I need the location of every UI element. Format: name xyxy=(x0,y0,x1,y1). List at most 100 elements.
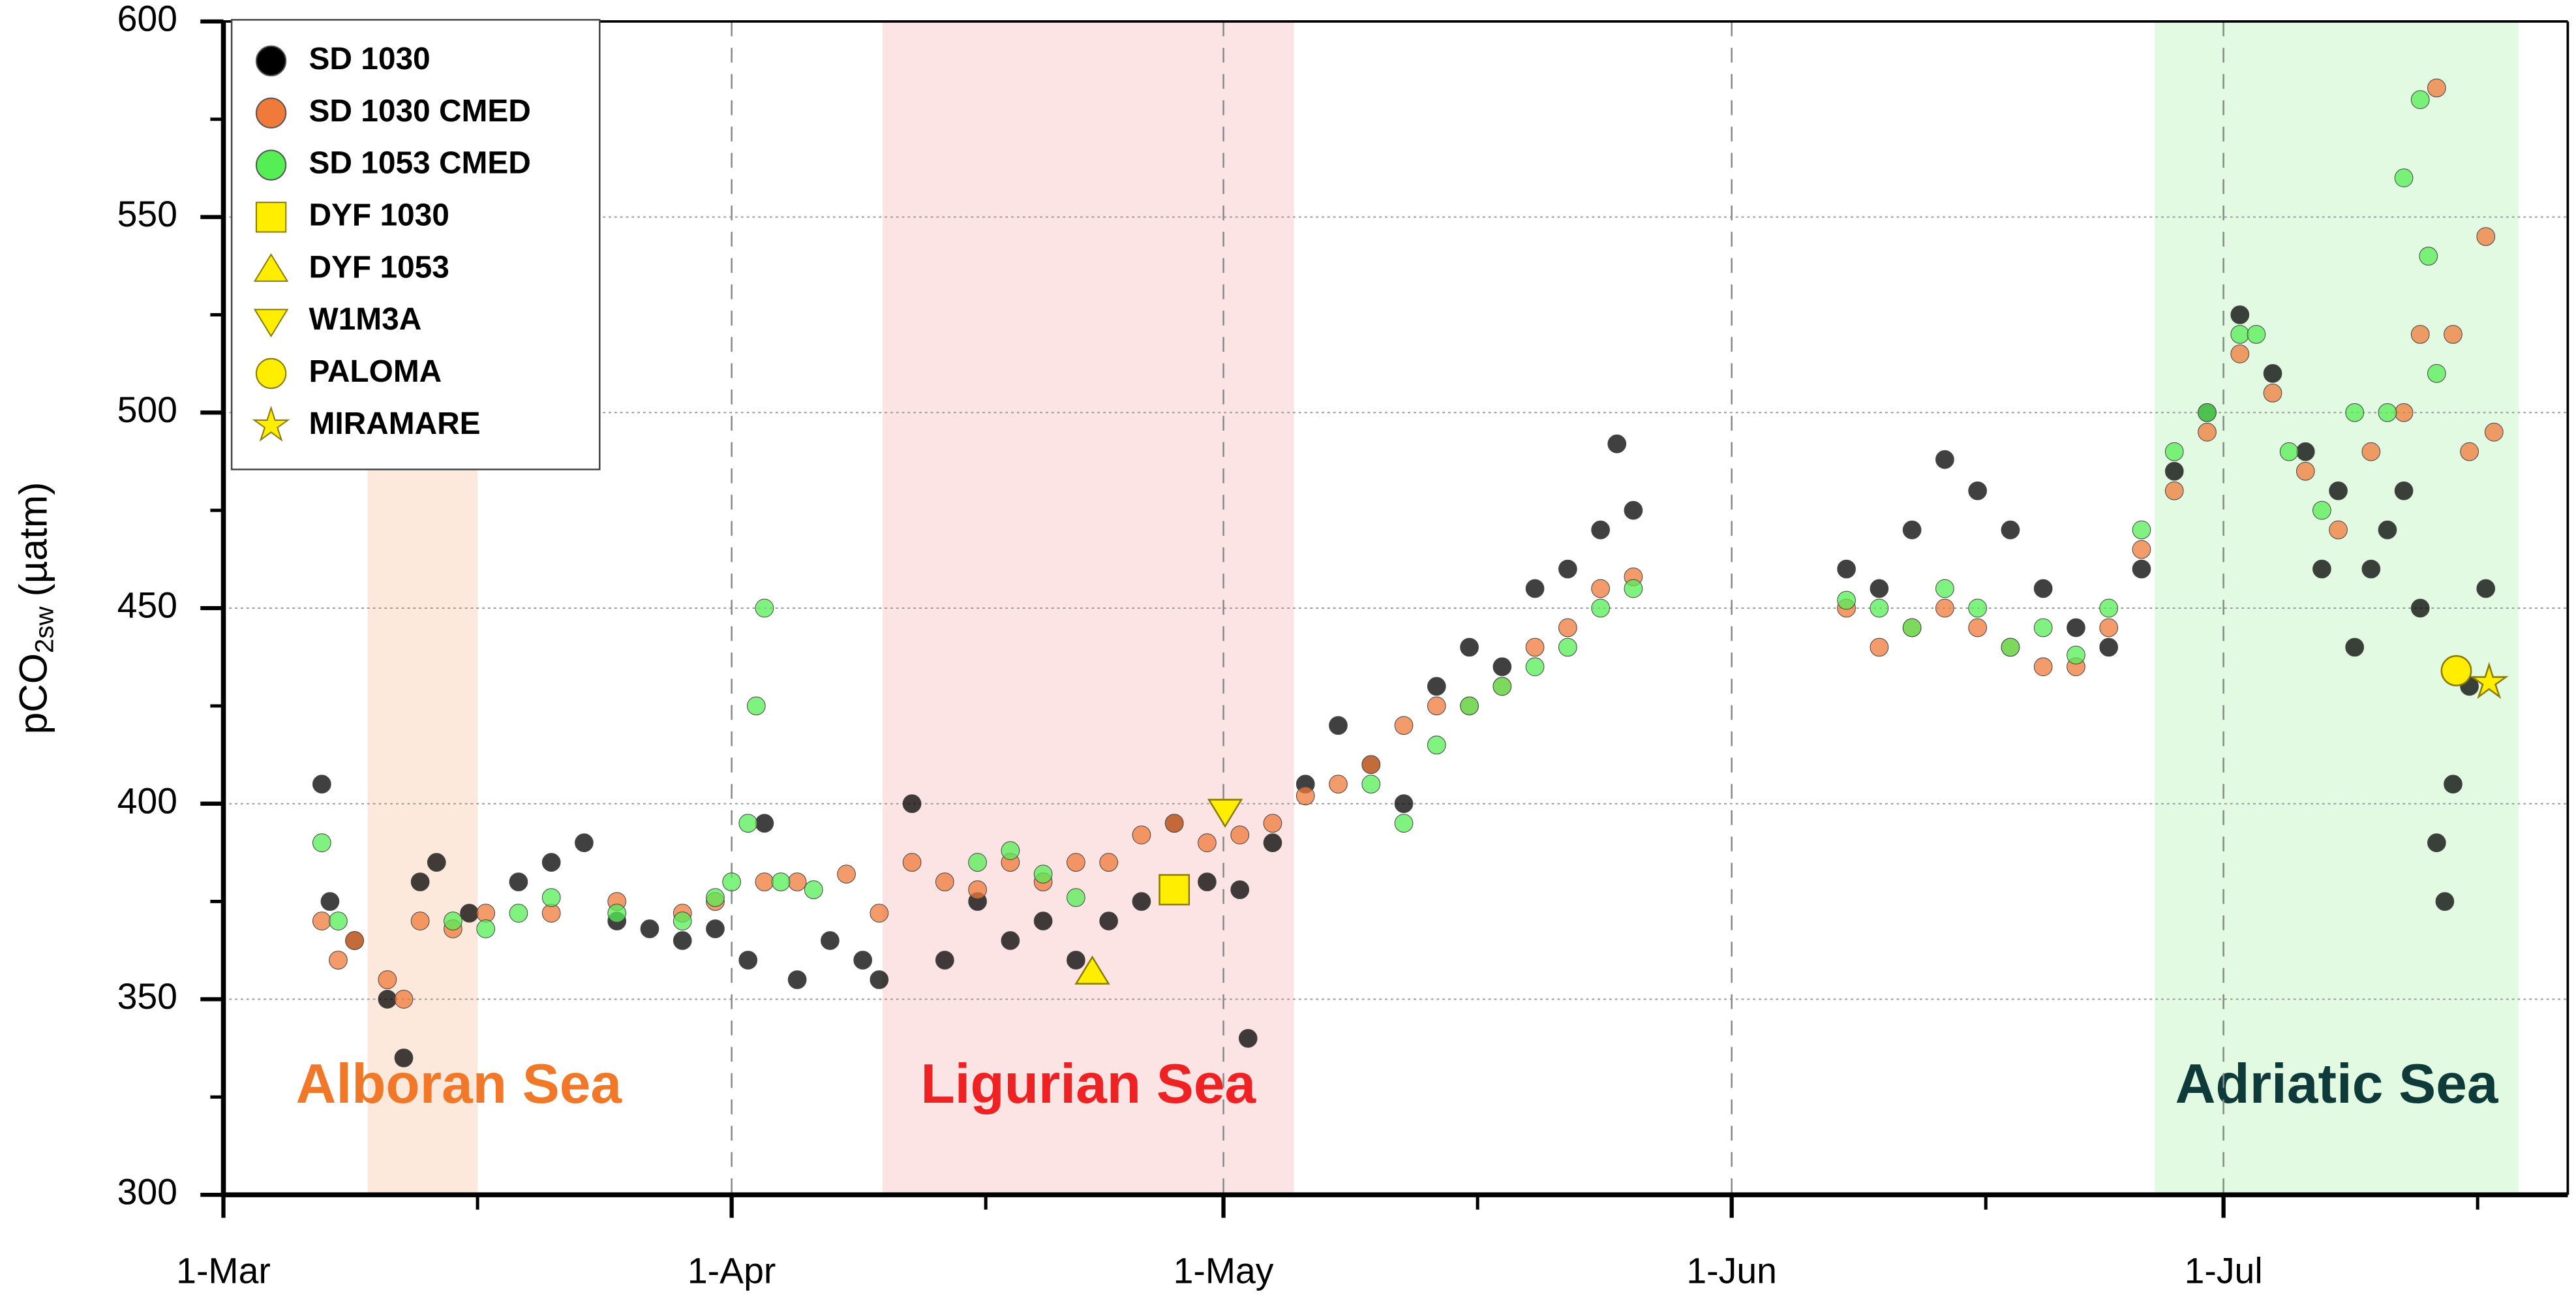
legend-marker xyxy=(255,202,287,233)
point xyxy=(2329,520,2348,540)
point xyxy=(1263,814,1282,833)
point xyxy=(1902,520,1922,540)
legend: SD 1030 SD 1030 CMED SD 1053 CMED DYF 1030 D… xyxy=(230,19,601,470)
legend-marker xyxy=(253,309,289,338)
legend-marker xyxy=(255,149,287,181)
point xyxy=(1624,579,1643,598)
point xyxy=(2444,775,2462,794)
point xyxy=(312,833,331,852)
point xyxy=(2230,345,2250,363)
point xyxy=(1427,677,1446,696)
point xyxy=(509,872,528,891)
point xyxy=(329,951,348,970)
y-tick-label: 300 xyxy=(117,1172,177,1212)
point xyxy=(1935,450,1954,469)
point xyxy=(1558,559,1577,579)
point xyxy=(1001,841,1020,860)
point xyxy=(2410,90,2430,110)
point xyxy=(722,872,741,891)
x-tick-label: 1-Jun xyxy=(1686,1251,1777,1291)
point xyxy=(1230,880,1250,899)
y-axis-label: pCO2sw (µatm) xyxy=(10,482,59,735)
point xyxy=(345,931,364,950)
point xyxy=(1968,598,1988,618)
point xyxy=(460,904,479,923)
point xyxy=(2067,618,2085,637)
point xyxy=(2469,662,2509,699)
point xyxy=(1607,434,1627,453)
point xyxy=(1132,825,1151,845)
point xyxy=(1525,637,1545,657)
background-layer: Alboran Sea Ligurian Sea Adriatic Sea xyxy=(222,20,2568,1196)
point xyxy=(1624,500,1643,520)
point xyxy=(2312,500,2331,520)
point xyxy=(1361,755,1381,775)
point xyxy=(1230,825,1250,845)
point xyxy=(1870,637,1889,657)
y-tick-label: 550 xyxy=(117,194,177,234)
point xyxy=(2263,383,2282,403)
point xyxy=(2099,618,2119,637)
point xyxy=(1394,814,1414,833)
y-tick-label: 350 xyxy=(117,976,177,1017)
point xyxy=(444,912,462,930)
point xyxy=(2001,520,2020,540)
point xyxy=(575,833,594,852)
point xyxy=(1870,598,1889,618)
point xyxy=(1394,794,1414,814)
point xyxy=(509,904,528,923)
legend-label: DYF 1053 xyxy=(309,250,449,284)
point xyxy=(1935,579,1954,598)
point xyxy=(1968,481,1988,500)
legend-label: SD 1030 xyxy=(309,42,430,76)
point xyxy=(2361,559,2381,579)
point xyxy=(1164,814,1184,833)
point xyxy=(1099,912,1119,930)
point xyxy=(1837,591,1856,610)
point xyxy=(870,970,889,989)
point xyxy=(378,990,397,1009)
point xyxy=(706,888,725,907)
point xyxy=(1935,598,1954,618)
point xyxy=(2198,422,2217,442)
point xyxy=(853,951,873,970)
point xyxy=(2296,442,2315,461)
point xyxy=(1001,931,1020,950)
point xyxy=(2247,325,2266,344)
point xyxy=(1198,833,1217,852)
point xyxy=(1033,865,1053,883)
point xyxy=(935,872,954,891)
x-tick-label: 1-Jul xyxy=(2185,1251,2263,1291)
point xyxy=(1074,955,1110,985)
point xyxy=(2329,481,2348,500)
point xyxy=(1067,888,1085,907)
point xyxy=(640,919,659,938)
point xyxy=(2345,403,2365,422)
point xyxy=(2033,579,2053,598)
point xyxy=(2345,637,2365,657)
axes-layer: 300 350 400 450 500 550 600 1-Mar 1-Apr 1-May 1-Ju… xyxy=(117,0,2569,1291)
x-tick-label: 1-Mar xyxy=(176,1251,271,1291)
point xyxy=(1591,579,1610,598)
legend-label: MIRAMARE xyxy=(309,407,480,441)
point xyxy=(1591,598,1610,618)
legend-marker xyxy=(255,45,287,77)
legend-marker xyxy=(255,97,287,129)
point xyxy=(1427,735,1446,755)
point xyxy=(771,872,791,891)
point xyxy=(2033,618,2053,637)
point xyxy=(902,794,922,814)
point xyxy=(968,880,987,899)
point xyxy=(1902,618,1922,637)
point xyxy=(1460,637,1479,657)
point xyxy=(2001,637,2020,657)
point xyxy=(410,912,430,930)
point xyxy=(2164,481,2184,500)
point xyxy=(755,598,774,618)
point xyxy=(2476,227,2496,246)
point xyxy=(755,872,774,891)
point xyxy=(2230,305,2250,324)
point xyxy=(2033,657,2053,677)
point xyxy=(1132,892,1151,911)
